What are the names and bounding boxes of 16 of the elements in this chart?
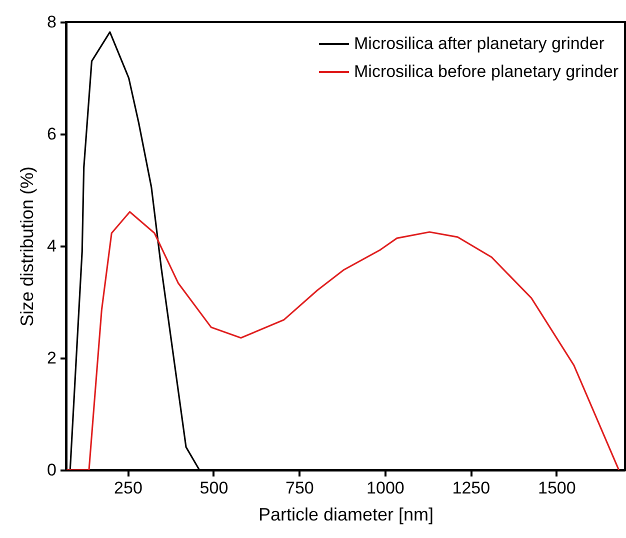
legend-label: Microsilica after planetary grinder — [354, 34, 605, 53]
y-axis-title: Size distribution (%) — [17, 166, 38, 327]
line-series — [66, 211, 620, 470]
y-tick-label: 0 — [47, 460, 56, 480]
x-tick-label: 1500 — [538, 478, 576, 498]
y-tick-label: 4 — [47, 236, 56, 256]
legend-label: Microsilica before planetary grinder — [354, 62, 619, 81]
x-axis-title: Particle diameter [nm] — [258, 504, 434, 524]
x-tick-label: 250 — [114, 478, 142, 498]
x-tick-label: 1000 — [366, 478, 404, 498]
x-tick-label: 500 — [200, 478, 228, 498]
x-tick-label: 750 — [286, 478, 314, 498]
x-tick-label: 1250 — [452, 478, 490, 498]
y-tick-label: 2 — [47, 348, 56, 368]
y-tick-label: 8 — [47, 12, 56, 32]
y-tick-label: 6 — [47, 124, 56, 144]
